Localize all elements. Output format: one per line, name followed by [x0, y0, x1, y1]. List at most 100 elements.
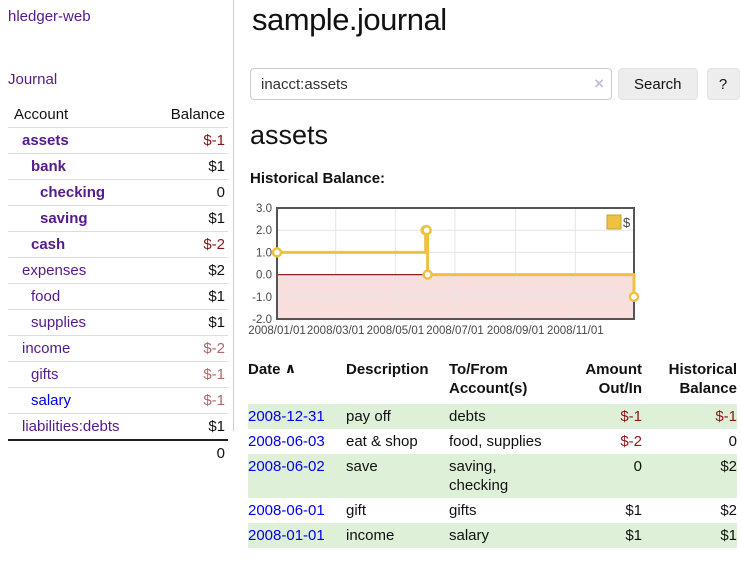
account-balance: $1: [148, 309, 228, 336]
accounts-table: Account Balance assets $-1 bank $1 checking 0…: [8, 102, 228, 466]
account-link[interactable]: expenses: [22, 262, 87, 279]
account-heading: assets: [250, 120, 329, 150]
account-link[interactable]: liabilities:debts: [22, 418, 120, 435]
register-header-row: Date ∧ Description To/From Account(s) Am…: [248, 358, 737, 404]
transaction-date-link[interactable]: 2008-12-31: [248, 408, 325, 425]
amount-column-header: Amount Out/In: [585, 361, 642, 397]
account-link[interactable]: bank: [31, 158, 67, 175]
account-balance: $-2: [148, 335, 228, 362]
transaction-description: save: [346, 458, 378, 475]
transaction-amount: $1: [625, 502, 642, 519]
transaction-balance: $1: [720, 527, 737, 544]
balance-column-header: Balance: [148, 102, 228, 128]
historical-balance-chart: $3.0 2.0 1.0 0.0 -1.0 -2.0 2008/01/01 2008/03/0…: [248, 202, 742, 344]
account-link[interactable]: food: [31, 288, 61, 305]
x-axis-tick-label: 2008/11/01: [547, 325, 604, 337]
account-row: gifts $-1: [8, 361, 228, 388]
transaction-accounts: food, supplies: [449, 433, 542, 450]
account-balance: $1: [148, 205, 228, 232]
transaction-description: pay off: [346, 408, 391, 425]
transaction-balance: $2: [720, 502, 737, 519]
account-balance: $-2: [148, 231, 228, 258]
account-row: cash $-2: [8, 231, 228, 258]
transaction-accounts: saving, checking: [449, 458, 509, 494]
transaction-amount: $-1: [620, 408, 642, 425]
account-row: income $-2: [8, 335, 228, 362]
transaction-amount: $1: [625, 527, 642, 544]
account-link[interactable]: checking: [40, 184, 106, 201]
sidebar-divider: [233, 0, 234, 431]
transaction-date-link[interactable]: 2008-01-01: [248, 527, 325, 544]
account-row: liabilities:debts $1: [8, 413, 228, 441]
account-row: food $1: [8, 283, 228, 310]
transaction-row[interactable]: 2008-06-01 gift gifts $1 $2: [248, 498, 737, 523]
account-row: expenses $2: [8, 257, 228, 284]
date-column-header[interactable]: Date ∧: [248, 360, 297, 378]
account-link[interactable]: assets: [22, 132, 69, 149]
account-balance: $1: [148, 413, 228, 441]
account-link[interactable]: salary: [31, 392, 72, 409]
account-row: saving $1: [8, 205, 228, 232]
search-form: × Search ?: [250, 68, 742, 100]
y-axis-tick-label: -2.0: [252, 314, 272, 326]
search-button[interactable]: Search: [618, 68, 698, 100]
x-axis-tick-label: 2008/01/01: [248, 325, 306, 337]
search-input[interactable]: [250, 68, 612, 100]
accounts-total-row: 0: [8, 439, 228, 466]
transaction-row[interactable]: 2008-01-01 income salary $1 $1: [248, 523, 737, 548]
chart-heading: Historical Balance:: [250, 170, 386, 187]
clear-search-icon[interactable]: ×: [594, 74, 604, 93]
account-balance: $2: [148, 257, 228, 284]
chart-legend-label: $: [623, 215, 631, 230]
transaction-row[interactable]: 2008-06-02 save saving, checking 0 $2: [248, 454, 737, 498]
account-row: supplies $1: [8, 309, 228, 336]
transaction-row[interactable]: 2008-06-03 eat & shop food, supplies $-2 0: [248, 429, 737, 454]
account-link[interactable]: saving: [40, 210, 88, 227]
transaction-row[interactable]: 2008-12-31 pay off debts $-1 $-1: [248, 404, 737, 429]
account-balance: $-1: [148, 387, 228, 414]
x-axis-tick-label: 2008/09/01: [487, 325, 545, 337]
sidebar-item-journal[interactable]: Journal: [8, 71, 58, 88]
account-balance: $-1: [148, 361, 228, 388]
transaction-date-link[interactable]: 2008-06-02: [248, 458, 325, 475]
y-axis-tick-label: -1.0: [252, 292, 272, 304]
account-link[interactable]: income: [22, 340, 71, 357]
x-axis-tick-label: 2008/07/01: [426, 325, 484, 337]
account-balance: $-1: [148, 127, 228, 154]
transaction-accounts: gifts: [449, 502, 477, 519]
account-balance: 0: [148, 179, 228, 206]
account-link[interactable]: supplies: [31, 314, 87, 331]
account-row: bank $1: [8, 153, 228, 180]
transaction-accounts: debts: [449, 408, 486, 425]
account-column-header: Account: [8, 102, 149, 128]
transaction-description: eat & shop: [346, 433, 418, 450]
account-link[interactable]: cash: [31, 236, 66, 253]
y-axis-tick-label: 0.0: [256, 270, 272, 282]
transaction-balance: 0: [728, 433, 737, 450]
main-content: sample.journal × Search ? assets Histori…: [248, 0, 742, 582]
transaction-description: income: [346, 527, 395, 544]
transaction-amount: $-2: [620, 433, 642, 450]
account-balance: $1: [148, 153, 228, 180]
x-axis-tick-label: 2008/05/01: [367, 325, 425, 337]
transaction-balance: $2: [720, 458, 737, 475]
app-brand-link[interactable]: hledger-web: [8, 8, 91, 25]
account-row: assets $-1: [8, 127, 228, 154]
account-row: salary $-1: [8, 387, 228, 414]
transaction-description: gift: [346, 502, 367, 519]
accounts-column-header: To/From Account(s): [449, 361, 528, 397]
account-balance: $1: [148, 283, 228, 310]
account-link[interactable]: gifts: [31, 366, 59, 383]
y-axis-tick-label: 1.0: [256, 247, 272, 259]
y-axis-tick-label: 3.0: [256, 203, 272, 215]
transaction-date-link[interactable]: 2008-06-01: [248, 502, 325, 519]
accounts-total-balance: 0: [148, 439, 228, 466]
account-row: checking 0: [8, 179, 228, 206]
description-column-header: Description: [346, 361, 429, 378]
register-table: Date ∧ Description To/From Account(s) Am…: [248, 358, 737, 548]
y-axis-tick-label: 2.0: [256, 225, 272, 237]
transaction-date-link[interactable]: 2008-06-03: [248, 433, 325, 450]
sidebar: hledger-web Journal Account Balance asse…: [0, 0, 233, 582]
help-button[interactable]: ?: [706, 68, 740, 100]
balance-column-header: Historical Balance: [668, 361, 737, 397]
